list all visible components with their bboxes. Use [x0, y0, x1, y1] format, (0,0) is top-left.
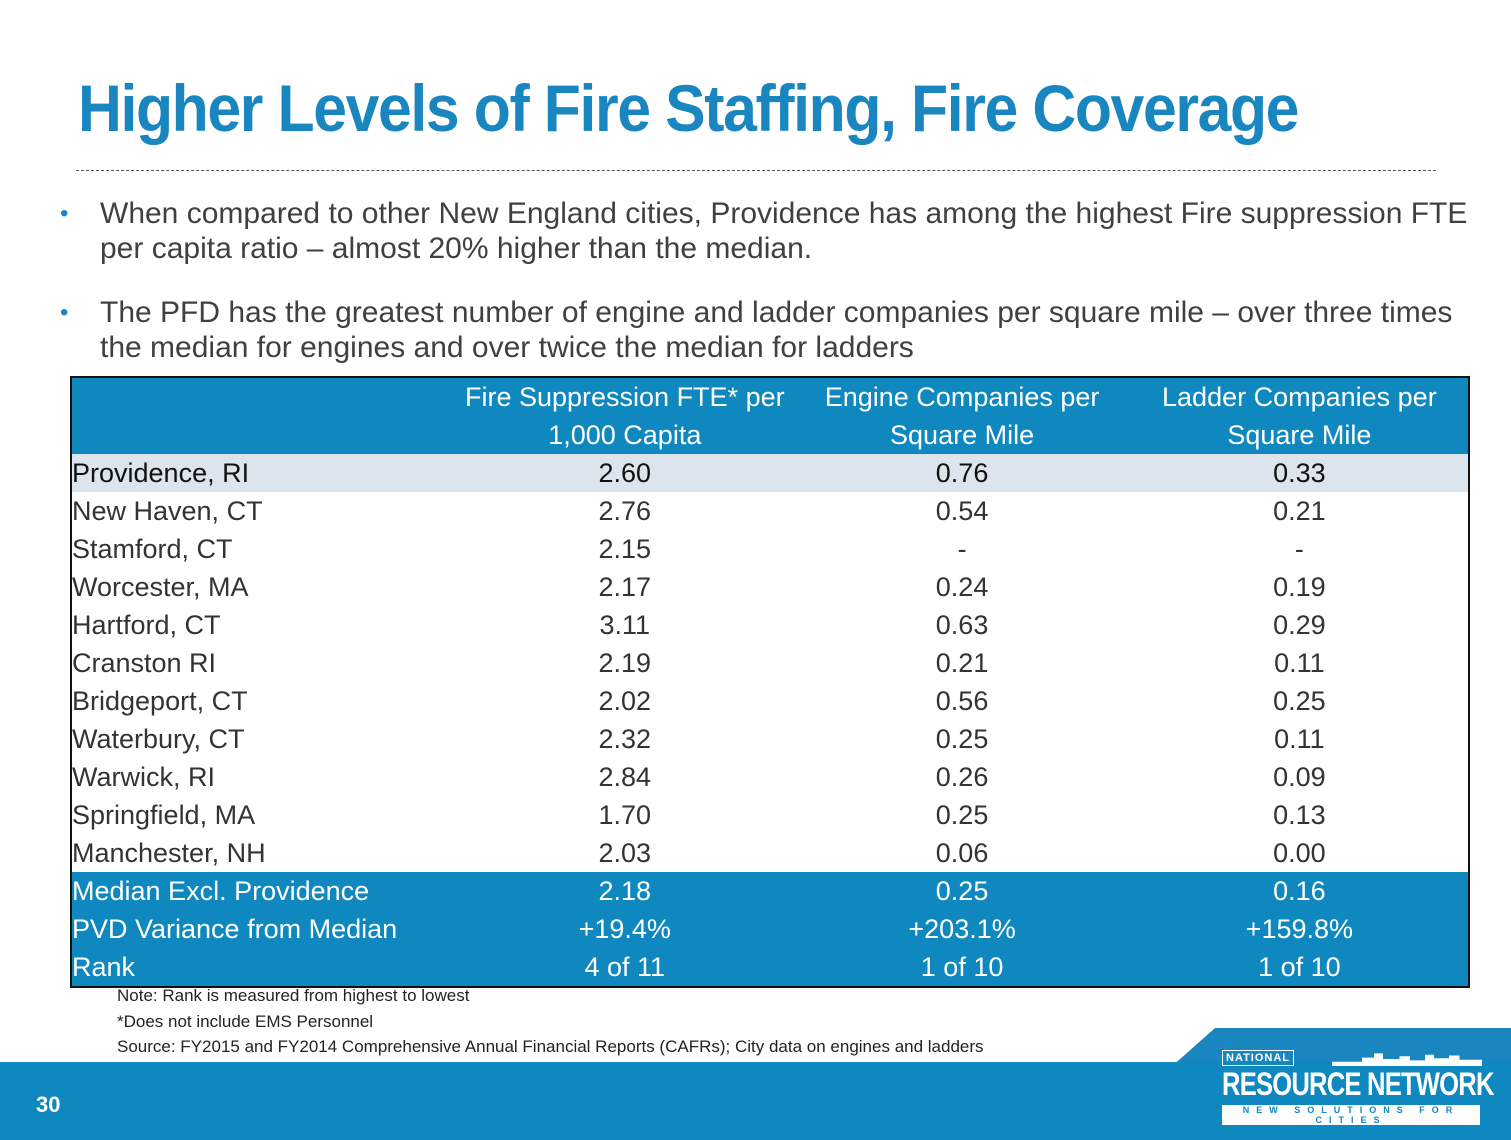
summary-row: PVD Variance from Median +19.4% +203.1% +15… [72, 910, 1468, 948]
column-header [72, 378, 457, 454]
value-cell: 0.16 [1130, 872, 1468, 910]
table-row: Stamford, CT 2.15 - - [72, 530, 1468, 568]
logo-national: NATIONAL [1222, 1050, 1295, 1066]
value-cell: - [957, 534, 967, 564]
value-cell: 2.60 [456, 454, 794, 492]
table-row: Cranston RI 2.19 0.21 0.11 [72, 644, 1468, 682]
value-cell: 3.11 [599, 610, 651, 640]
value-cell: 2.32 [598, 724, 652, 754]
value-cell: 0.29 [1273, 610, 1326, 640]
value-cell: 2.15 [598, 534, 652, 564]
city-cell: Cranston RI [72, 648, 217, 678]
city-cell: PVD Variance from Median [72, 910, 457, 948]
value-cell: 0.21 [935, 648, 989, 678]
slide-title: Higher Levels of Fire Staffing, Fire Cov… [78, 71, 1299, 145]
table-row: Providence, RI 2.60 0.76 0.33 [72, 454, 1468, 492]
column-header: Fire Suppression FTE* per 1,000 Capita [456, 378, 794, 454]
table-row: Bridgeport, CT 2.02 0.56 0.25 [72, 682, 1468, 720]
value-cell: 0.11 [1274, 648, 1325, 678]
value-cell: 0.26 [935, 762, 989, 792]
city-cell: New Haven, CT [72, 496, 263, 526]
bullet-icon: • [60, 299, 69, 326]
city-cell: Bridgeport, CT [72, 686, 248, 716]
value-cell: 0.63 [935, 610, 989, 640]
note-rank: Note: Rank is measured from highest to l… [117, 986, 470, 1005]
table-row: Manchester, NH 2.03 0.06 0.00 [72, 834, 1468, 872]
table-row: Springfield, MA 1.70 0.25 0.13 [72, 796, 1468, 834]
title-divider [76, 170, 1436, 171]
city-cell: Waterbury, CT [72, 724, 245, 754]
note-ems: *Does not include EMS Personnel [117, 1012, 374, 1031]
city-cell: Median Excl. Providence [72, 872, 457, 910]
city-cell: Rank [72, 948, 457, 986]
city-cell: Worcester, MA [72, 572, 249, 602]
table-row: Waterbury, CT 2.32 0.25 0.11 [72, 720, 1468, 758]
value-cell: 0.00 [1273, 838, 1326, 868]
city-cell: Warwick, RI [72, 762, 215, 792]
value-cell: 1 of 10 [1130, 948, 1468, 986]
logo-tagline: NEW SOLUTIONS FOR CITIES [1222, 1105, 1480, 1125]
value-cell: 0.76 [793, 454, 1131, 492]
summary-row: Median Excl. Providence 2.18 0.25 0.16 [72, 872, 1468, 910]
city-cell: Hartford, CT [72, 610, 221, 640]
value-cell: 0.25 [1273, 686, 1326, 716]
bullet-1: • When compared to other New England citi… [60, 197, 1468, 265]
value-cell: 2.84 [598, 762, 652, 792]
bullet-icon: • [60, 200, 69, 227]
value-cell: 2.02 [598, 686, 652, 716]
comparison-table: Fire Suppression FTE* per 1,000 Capita En… [70, 376, 1470, 988]
value-cell: 0.56 [935, 686, 989, 716]
column-header: Ladder Companies per Square Mile [1130, 378, 1468, 454]
skyline-icon [1332, 1053, 1482, 1066]
nrn-logo: NATIONAL RESOURCE NETWORK NEW SOLUTIONS … [1222, 1050, 1494, 1125]
value-cell: 1.70 [598, 800, 652, 830]
logo-main: RESOURCE NETWORK [1222, 1066, 1494, 1102]
value-cell: 0.25 [935, 724, 989, 754]
value-cell: 0.19 [1273, 572, 1326, 602]
value-cell: 2.19 [598, 648, 652, 678]
value-cell: 4 of 11 [456, 948, 794, 986]
column-header: Engine Companies per Square Mile [793, 378, 1131, 454]
value-cell: 0.24 [935, 572, 989, 602]
value-cell: 0.21 [1273, 496, 1326, 526]
city-cell: Springfield, MA [72, 800, 256, 830]
note-source: Source: FY2015 and FY2014 Comprehensive … [117, 1037, 984, 1056]
bullet-2: • The PFD has the greatest number of engi… [60, 296, 1453, 364]
value-cell: 0.33 [1130, 454, 1468, 492]
table-header: Fire Suppression FTE* per 1,000 Capita En… [72, 378, 1468, 454]
value-cell: 0.13 [1273, 800, 1326, 830]
table-row: Warwick, RI 2.84 0.26 0.09 [72, 758, 1468, 796]
value-cell: 0.25 [793, 872, 1131, 910]
value-cell: 2.17 [598, 572, 652, 602]
value-cell: 0.25 [935, 800, 989, 830]
value-cell: 1 of 10 [793, 948, 1131, 986]
value-cell: 0.11 [1274, 724, 1325, 754]
value-cell: +19.4% [456, 910, 794, 948]
value-cell: 2.76 [598, 496, 652, 526]
value-cell: 0.09 [1273, 762, 1326, 792]
value-cell: 0.54 [935, 496, 989, 526]
summary-row: Rank 4 of 11 1 of 10 1 of 10 [72, 948, 1468, 986]
city-cell: Stamford, CT [72, 534, 233, 564]
value-cell: 0.06 [935, 838, 989, 868]
table-row: New Haven, CT 2.76 0.54 0.21 [72, 492, 1468, 530]
value-cell: +203.1% [793, 910, 1131, 948]
value-cell: 2.18 [456, 872, 794, 910]
city-cell: Providence, RI [72, 454, 457, 492]
table-row: Hartford, CT 3.11 0.63 0.29 [72, 606, 1468, 644]
footer-bar [0, 1062, 1511, 1140]
page-number: 30 [36, 1092, 61, 1117]
value-cell: 2.03 [598, 838, 652, 868]
value-cell: - [1294, 534, 1304, 564]
table-row: Worcester, MA 2.17 0.24 0.19 [72, 568, 1468, 606]
value-cell: +159.8% [1130, 910, 1468, 948]
city-cell: Manchester, NH [72, 838, 266, 868]
